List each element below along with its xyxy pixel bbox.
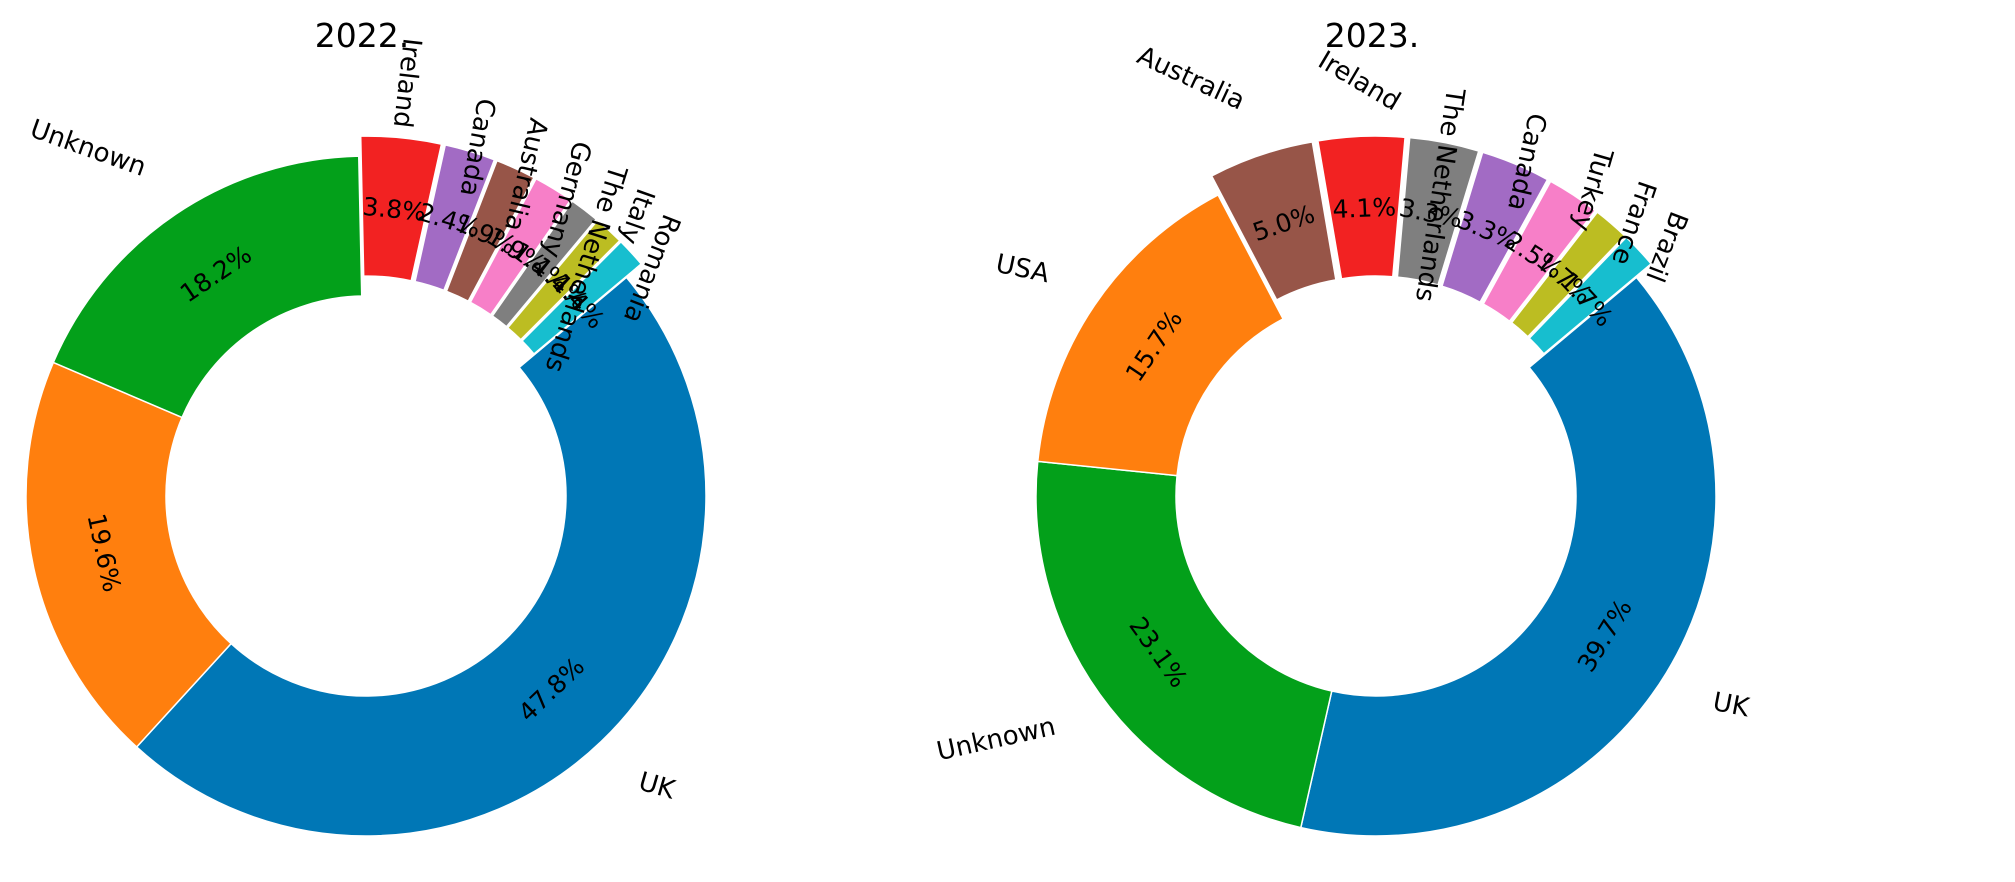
slice-label-ireland: Ireland xyxy=(1313,45,1406,117)
slice-usa xyxy=(25,361,232,748)
slice-australia xyxy=(445,159,535,302)
slice-italy xyxy=(507,219,621,341)
pct-label-ireland: 3.8% xyxy=(361,192,427,227)
slice-label-australia: Australia xyxy=(1132,41,1249,117)
donut-chart-2022: 2022. 47.8%19.6%18.2%3.8%2.4%1.9%1.9%1.4… xyxy=(25,16,707,837)
donut-chart-2023: 2023. 39.7%23.1%15.7%5.0% 4.1% 3.3%3.3%2.5… xyxy=(934,16,1752,837)
slice-label-unknown: Unknown xyxy=(934,712,1058,767)
slice-label-usa: USA xyxy=(993,249,1052,290)
slice-label-turkey: Turkey xyxy=(1566,144,1619,235)
slice-australia xyxy=(1210,141,1337,301)
slice-turkey xyxy=(1482,180,1596,322)
slice-france xyxy=(1510,211,1626,338)
slice-label-unknown: Unknown xyxy=(26,114,150,183)
slice-the-netherlands xyxy=(1396,136,1480,286)
slice-ireland xyxy=(359,135,443,282)
slice-uk xyxy=(1300,276,1717,837)
slice-uk xyxy=(135,276,707,837)
slice-usa xyxy=(1037,194,1284,477)
chart-title-2022: 2022. xyxy=(315,16,409,55)
slice-canada xyxy=(414,144,496,292)
slice-brazil xyxy=(1528,236,1652,355)
slice-unknown xyxy=(52,155,363,419)
slice-germany xyxy=(469,177,572,316)
slice-romania xyxy=(521,241,642,355)
slice-canada xyxy=(1441,151,1549,304)
slice-ireland xyxy=(1317,135,1406,280)
slice-label-uk: UK xyxy=(1710,687,1752,724)
chart-title-2023: 2023. xyxy=(1325,16,1419,55)
pct-label-ireland: 4.1% xyxy=(1332,192,1397,224)
slice-unknown xyxy=(1035,460,1333,829)
slice-label-uk: UK xyxy=(635,767,679,806)
slice-the-netherlands xyxy=(491,200,597,328)
